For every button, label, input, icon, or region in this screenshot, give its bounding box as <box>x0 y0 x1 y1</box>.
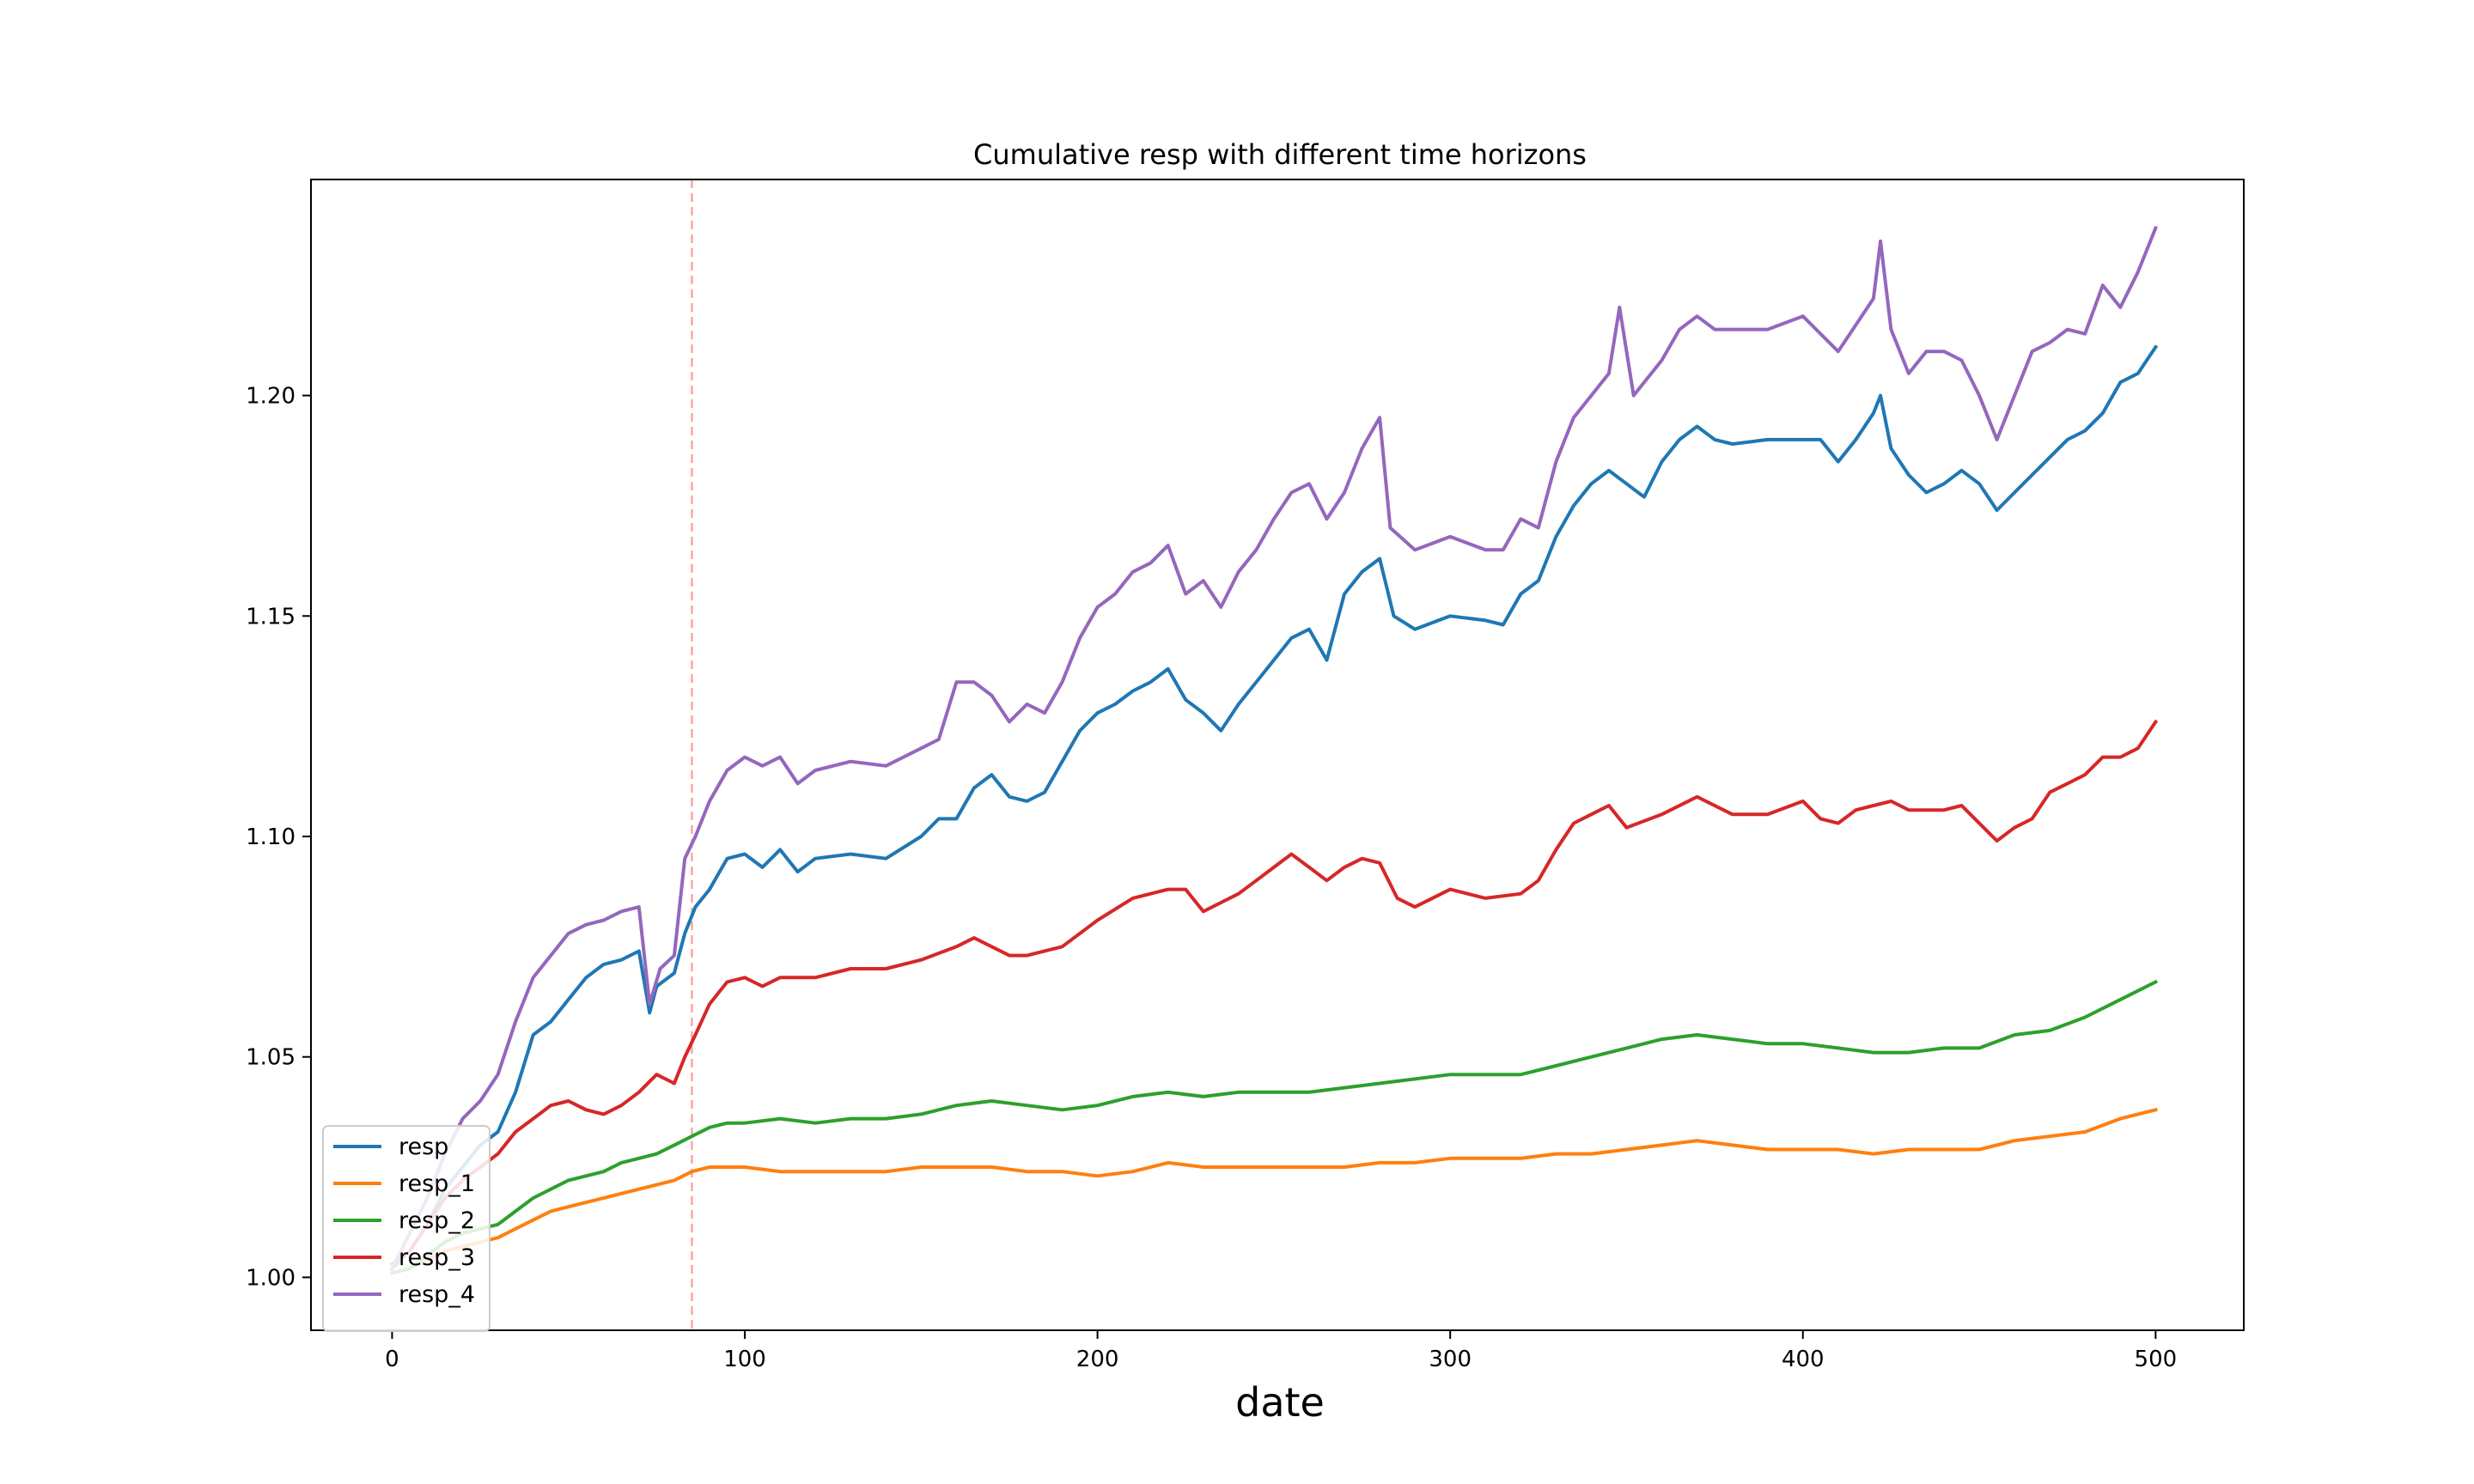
y-tick-label: 1.15 <box>246 604 296 629</box>
x-tick-label: 400 <box>1782 1347 1825 1372</box>
y-tick-label: 1.00 <box>246 1265 296 1291</box>
plot-area: 0 100 200 300 400 500 1.00 1.05 1.10 1.15 1.20 <box>246 179 2245 1372</box>
series-line-resp-1 <box>389 1107 2158 1275</box>
series-line-resp-2 <box>389 979 2159 1275</box>
legend-label: resp_3 <box>399 1244 475 1271</box>
y-tick-label: 1.10 <box>246 824 296 850</box>
series-group <box>389 225 2159 1275</box>
x-tick-label: 100 <box>723 1347 766 1372</box>
legend-label: resp_2 <box>399 1207 475 1234</box>
series-line-resp <box>389 344 2159 1271</box>
legend-label: resp_4 <box>399 1281 475 1308</box>
series-line-resp-4 <box>389 225 2159 1271</box>
legend-frame <box>322 1125 491 1332</box>
legend: resp resp_1 resp_2 resp_3 resp_4 <box>322 1125 491 1332</box>
x-tick-label: 200 <box>1076 1347 1119 1372</box>
y-tick-label: 1.05 <box>246 1045 296 1071</box>
x-tick-label: 500 <box>2135 1347 2178 1372</box>
legend-label: resp_1 <box>399 1171 475 1197</box>
axes-frame <box>310 179 2245 1331</box>
legend-label: resp <box>399 1134 448 1160</box>
x-tick-label: 300 <box>1429 1347 1472 1372</box>
series-line-resp-3 <box>389 719 2159 1267</box>
y-tick-label: 1.20 <box>246 384 296 410</box>
x-tick-label: 0 <box>385 1347 399 1372</box>
x-axis-label: date <box>1235 1379 1325 1426</box>
chart-title: Cumulative resp with different time hori… <box>973 138 1587 171</box>
